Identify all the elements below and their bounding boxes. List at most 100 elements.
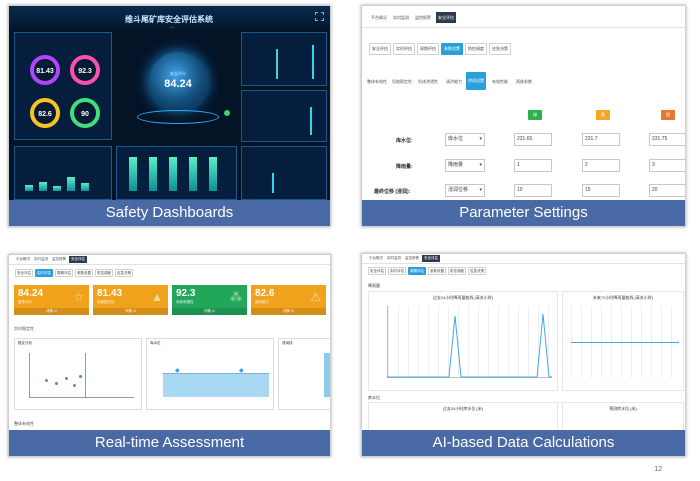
sub-tab[interactable]: 周期评估 [417, 43, 439, 55]
center-score: 84.24 [164, 78, 192, 90]
sub-tab[interactable]: 应急决策 [489, 43, 511, 55]
tab-safety[interactable]: 安全评估 [69, 256, 87, 263]
dashboard-title: 维斗尾矿库安全评估系统 [125, 15, 213, 24]
inner-tab[interactable]: 调洪能力 [446, 79, 462, 84]
tab-alarm[interactable]: 监控报警 [52, 257, 66, 261]
section-title: 整体有效性 [14, 421, 34, 426]
warning-icon: ⚠ [310, 290, 321, 304]
kpi-label: 调洪能力 [255, 300, 269, 304]
param-input[interactable]: 10 [514, 184, 552, 197]
globe-base [137, 110, 219, 124]
chart-title: 过去24小时降雨量曲线 (高关小时) [432, 295, 494, 300]
row-label: 最终位移 (浸润): [374, 189, 411, 195]
rainfall-forecast-chart: 未来72小时降雨量曲线 (高关小时) [562, 291, 684, 391]
tab-monitor[interactable]: 实时监测 [393, 15, 409, 20]
chart-spike [312, 45, 314, 79]
sub-tab[interactable]: 防控调度 [465, 43, 487, 55]
sub-tab[interactable]: 防控调度 [95, 269, 113, 277]
chart-title: 库水位 [150, 341, 161, 345]
water-forecast-chart: 预测库水位 (米) [562, 402, 684, 432]
rainfall-curve [387, 313, 552, 378]
inner-tab[interactable]: 坝体渗透性 [418, 79, 438, 84]
kpi-label: 整体评分 [18, 300, 32, 304]
sub-tab[interactable]: 应急决策 [115, 269, 133, 277]
sub-tab[interactable]: 参数设置 [75, 269, 93, 277]
chart-axis-line [85, 353, 86, 398]
tab-alarm[interactable]: 监控报警 [405, 256, 419, 260]
kpi-value: 81.43 [97, 288, 123, 299]
param-input[interactable]: 1 [514, 159, 552, 172]
tab-overview[interactable]: 平台概况 [371, 15, 387, 20]
tab-safety[interactable]: 安全评估 [422, 255, 440, 262]
trend-panel [241, 90, 327, 142]
param-input[interactable]: 20 [649, 184, 685, 197]
sub-tab[interactable]: 安全评估 [368, 267, 386, 275]
kpi-footer: 详情 ☑ [14, 308, 89, 315]
row-select[interactable]: 浸润位移 [445, 184, 485, 197]
scatter-point [45, 379, 48, 382]
tab-overview[interactable]: 平台概况 [16, 257, 30, 261]
chart-bar [25, 185, 33, 191]
kpi-value: 92.3 [176, 288, 196, 299]
sub-tab[interactable]: 安全评估 [15, 269, 33, 277]
param-input[interactable]: 2 [582, 159, 620, 172]
sub-tab[interactable]: 实时评估 [388, 267, 406, 275]
chart-bar [81, 183, 89, 191]
section-title: 实时稳定性 [14, 326, 34, 331]
water-icon: ◆ [239, 368, 244, 374]
sub-tab[interactable]: 防控调度 [448, 267, 466, 275]
chart-spike [276, 49, 278, 79]
inner-tab[interactable]: 坝坡稳定性 [392, 79, 412, 84]
bar-panel [116, 146, 237, 200]
kpi-card[interactable]: 84.24 整体评分 ☆ 详情 ☑ [14, 285, 89, 315]
param-input[interactable]: 231.65 [514, 133, 552, 146]
kpi-card[interactable]: 81.43 坝坡稳定性 ▲ 详情 ☑ [93, 285, 168, 315]
param-input[interactable]: 3 [649, 159, 685, 172]
center-score-label: 安全评分 [170, 71, 186, 76]
kpi-value: 84.24 [18, 288, 44, 299]
caption-ai: AI-based Data Calculations [362, 430, 685, 456]
section-title: 库水位 [368, 395, 380, 400]
inner-tab[interactable]: 整体有效性 [367, 79, 387, 84]
param-input[interactable]: 231.75 [649, 133, 685, 146]
tab-alarm[interactable]: 监控报警 [415, 15, 431, 20]
level-badge-orange: 橙 [661, 110, 675, 120]
sub-tab[interactable]: 应急决策 [468, 267, 486, 275]
fullscreen-icon[interactable] [315, 12, 324, 21]
tab-monitor[interactable]: 实时监测 [387, 256, 401, 260]
gauge-ring: 90 [70, 98, 100, 128]
kpi-card[interactable]: 82.6 调洪能力 ⚠ 详情 ☑ [251, 285, 326, 315]
sub-tab-active[interactable]: 周期评估 [408, 267, 426, 275]
status-dot [224, 110, 230, 116]
chart-bar [129, 157, 137, 191]
tab-monitor[interactable]: 实时监测 [34, 257, 48, 261]
tab-safety[interactable]: 安全评估 [436, 12, 456, 23]
param-input[interactable]: 231.7 [582, 133, 620, 146]
sub-tab[interactable]: 实时评估 [393, 43, 415, 55]
trend-panel [241, 32, 327, 86]
dashboard-header [9, 6, 330, 34]
row-label: 库水位: [396, 138, 413, 144]
chart-bar [189, 157, 197, 191]
sub-tab[interactable]: 参数设置 [428, 267, 446, 275]
chart-bar [149, 157, 157, 191]
chart-title: 预测库水位 (米) [609, 406, 637, 411]
inner-tab-active[interactable]: 渗流设置 [466, 72, 486, 90]
row-label: 降雨量: [396, 164, 413, 170]
sub-tab[interactable]: 周期评估 [55, 269, 73, 277]
chart-spike [310, 107, 312, 135]
scatter-point [79, 375, 82, 378]
row-select[interactable]: 降雨量 [445, 159, 485, 172]
level-badge-yellow: 黄 [596, 110, 610, 120]
inner-tab[interactable]: 有效性能 [492, 79, 508, 84]
row-select[interactable]: 库水位 [445, 133, 485, 146]
caption-safety: Safety Dashboards [9, 200, 330, 226]
sub-tab-active[interactable]: 实时评估 [35, 269, 53, 277]
param-input[interactable]: 15 [582, 184, 620, 197]
water-level-chart: 库水位 ◆ ◆ [146, 338, 274, 410]
sub-tab-active[interactable]: 参数设置 [441, 43, 463, 55]
inner-tab[interactable]: 两维参数 [516, 79, 532, 84]
tab-overview[interactable]: 平台概况 [369, 256, 383, 260]
kpi-card[interactable]: 92.3 坝体渗透性 ⁂ 详情 ☑ [172, 285, 247, 315]
sub-tab[interactable]: 安全评估 [369, 43, 391, 55]
